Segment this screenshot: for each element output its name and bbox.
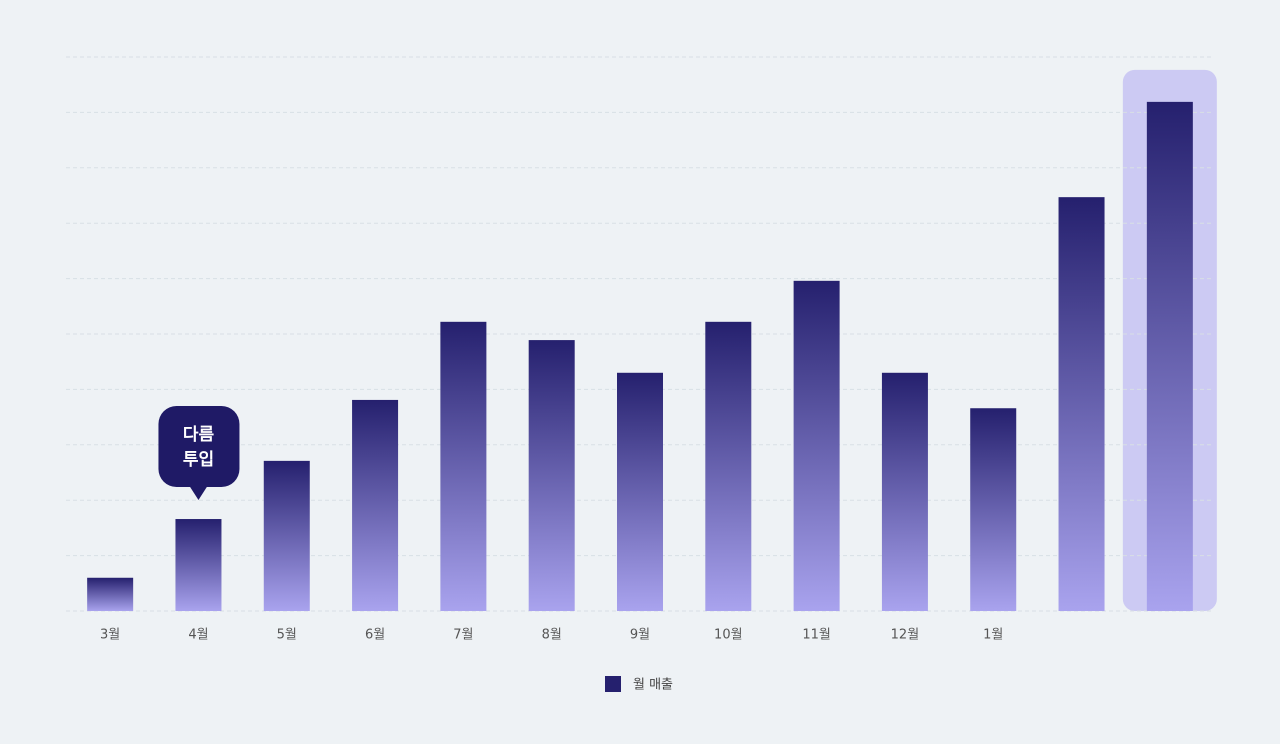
bar [970, 408, 1017, 611]
bar [528, 340, 575, 611]
x-tick-label: 9월 [630, 628, 650, 643]
bar [352, 399, 399, 611]
x-tick-label: 7월 [453, 628, 473, 643]
x-tick-label: 3월 [100, 628, 120, 643]
bar [175, 519, 222, 611]
bar [793, 280, 840, 611]
bar [617, 372, 663, 611]
x-tick-label: 5월 [277, 628, 297, 643]
bar [263, 460, 310, 611]
bar [440, 321, 487, 611]
annotation-text: 다름 [183, 425, 215, 445]
legend-label: 월 매출 [633, 678, 673, 693]
bar [705, 321, 752, 611]
bar [1146, 101, 1193, 612]
bar [1058, 197, 1105, 612]
annotation-pointer [189, 486, 208, 501]
bar [881, 372, 928, 611]
x-tick-label: 6월 [365, 628, 385, 643]
annotation-bubble [158, 406, 240, 488]
x-tick-label: 4월 [188, 628, 208, 643]
x-tick-label: 10월 [714, 628, 743, 643]
bar [87, 577, 134, 611]
x-tick-label: 12월 [891, 628, 920, 643]
legend-swatch [605, 676, 621, 692]
x-tick-label: 1월 [983, 628, 1003, 643]
x-tick-label: 11월 [802, 628, 831, 643]
annotation-text: 투입 [183, 450, 214, 470]
x-tick-label: 8월 [542, 628, 562, 643]
